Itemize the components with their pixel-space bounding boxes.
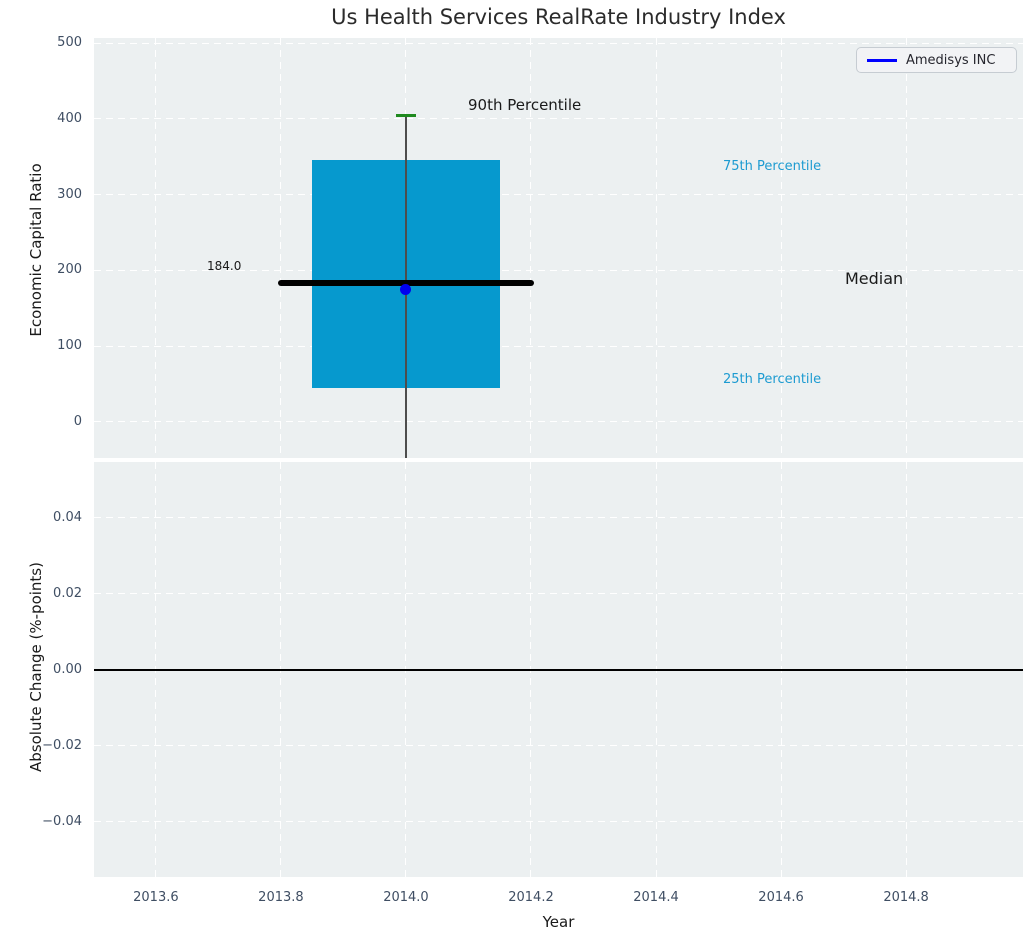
annotation-text: Median bbox=[845, 269, 904, 288]
gridline-horizontal bbox=[94, 517, 1023, 519]
annotation-text: 184.0 bbox=[207, 259, 242, 273]
gridline-vertical bbox=[780, 38, 782, 458]
gridline-horizontal bbox=[94, 421, 1023, 423]
x-tick-label: 2013.6 bbox=[133, 890, 179, 905]
legend-box: Amedisys INC bbox=[856, 47, 1017, 73]
x-tick-label: 2014.4 bbox=[633, 890, 679, 905]
legend-line-sample-icon bbox=[867, 58, 897, 62]
gridline-horizontal bbox=[94, 118, 1023, 120]
x-tick-label: 2014.0 bbox=[383, 890, 429, 905]
top-axes-boxplot bbox=[94, 38, 1023, 458]
gridline-vertical bbox=[655, 38, 657, 458]
top-y-tick-label: 200 bbox=[57, 262, 82, 278]
gridline-vertical bbox=[155, 38, 157, 458]
x-tick-label: 2014.2 bbox=[508, 890, 554, 905]
bottom-y-tick-label: 0.02 bbox=[53, 585, 82, 601]
bottom-y-tick-label: 0.00 bbox=[53, 661, 82, 677]
gridline-horizontal bbox=[94, 821, 1023, 823]
annotation-text: 75th Percentile bbox=[723, 159, 822, 174]
gridline-horizontal bbox=[94, 269, 1023, 271]
x-axis-label: Year bbox=[542, 913, 575, 931]
annotation-text: 25th Percentile bbox=[723, 372, 822, 387]
gridline-vertical bbox=[280, 38, 282, 458]
top-y-tick-label: 300 bbox=[57, 186, 82, 202]
gridline-vertical bbox=[905, 38, 907, 458]
gridline-horizontal bbox=[94, 745, 1023, 747]
top-y-tick-label: 100 bbox=[57, 338, 82, 354]
company-data-point bbox=[400, 283, 412, 295]
gridline-horizontal bbox=[94, 194, 1023, 196]
zero-line bbox=[94, 669, 1023, 671]
chart-title: Us Health Services RealRate Industry Ind… bbox=[331, 5, 786, 29]
annotation-text: 90th Percentile bbox=[468, 96, 582, 114]
bottom-y-tick-label: −0.04 bbox=[42, 813, 82, 829]
gridline-vertical bbox=[530, 38, 532, 458]
bottom-y-tick-label: 0.04 bbox=[53, 509, 82, 525]
gridline-horizontal bbox=[94, 345, 1023, 347]
bottom-axes-absolute-change bbox=[94, 462, 1023, 877]
whisker-cap-90th bbox=[395, 113, 416, 117]
legend-label: Amedisys INC bbox=[906, 52, 996, 68]
x-tick-label: 2014.8 bbox=[883, 890, 929, 905]
median-line bbox=[277, 279, 535, 286]
x-tick-label: 2014.6 bbox=[758, 890, 804, 905]
top-y-tick-label: 0 bbox=[73, 413, 82, 429]
bottom-y-tick-label: −0.02 bbox=[42, 737, 82, 753]
x-tick-label: 2013.8 bbox=[258, 890, 304, 905]
gridline-horizontal bbox=[94, 42, 1023, 44]
top-y-tick-label: 500 bbox=[57, 35, 82, 50]
top-y-tick-label: 400 bbox=[57, 110, 82, 126]
gridline-horizontal bbox=[94, 593, 1023, 595]
